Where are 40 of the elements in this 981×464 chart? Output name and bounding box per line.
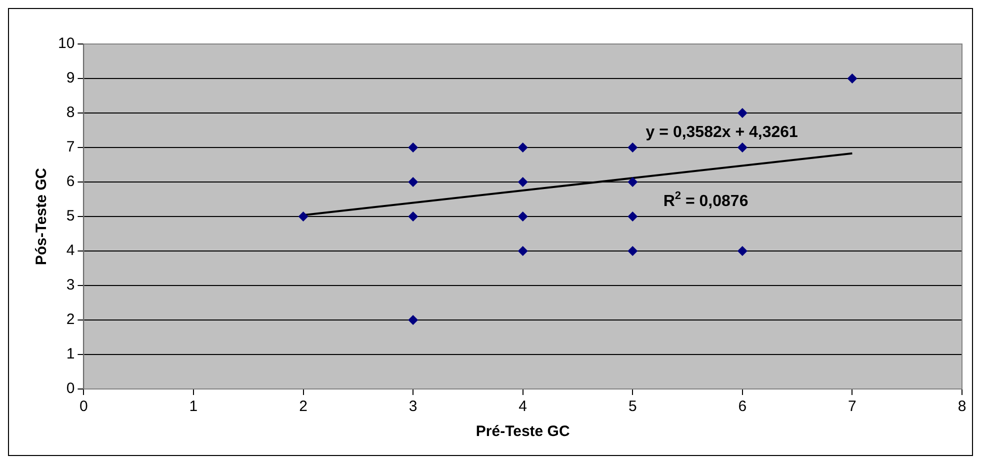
- y-tick-label: 9: [66, 70, 75, 87]
- point: [737, 246, 748, 256]
- x-tick-label: 1: [189, 398, 198, 416]
- x-tick-label: 5: [628, 398, 637, 416]
- point: [737, 142, 748, 152]
- y-tick-label: 0: [66, 380, 75, 398]
- y-tick-label: 6: [66, 173, 75, 190]
- point: [408, 142, 418, 152]
- x-tick-label: 2: [299, 398, 308, 416]
- annotation: y = 0,3582x + 4,3261: [646, 124, 798, 142]
- point: [628, 246, 638, 256]
- y-tick-label: 2: [66, 311, 75, 328]
- x-tick-label: 0: [80, 398, 88, 416]
- x-tick-label: 6: [738, 398, 747, 416]
- y-axis-title: Pós-Teste GC: [33, 168, 50, 266]
- point: [518, 177, 528, 187]
- x-axis-title: Pré-Teste GC: [476, 423, 570, 440]
- y-tick-label: 4: [66, 242, 75, 260]
- y-tick-label: 10: [58, 35, 75, 52]
- y-tick-label: 1: [66, 346, 75, 363]
- point: [408, 177, 418, 187]
- x-tick-label: 4: [518, 398, 528, 416]
- point: [518, 212, 528, 222]
- x-tick-label: 7: [848, 398, 856, 416]
- point: [628, 177, 638, 187]
- point: [628, 212, 638, 222]
- x-tick-label: 3: [408, 398, 418, 416]
- point: [847, 74, 858, 84]
- y-tick-label: 7: [66, 138, 75, 156]
- point: [408, 212, 418, 222]
- y-tick-label: 8: [66, 104, 75, 122]
- y-tick-label: 5: [66, 208, 75, 225]
- y-tick-label: 3: [66, 276, 75, 294]
- point: [408, 315, 418, 325]
- point: [518, 246, 528, 256]
- x-tick-label: 8: [958, 398, 966, 416]
- point: [298, 212, 308, 222]
- point: [628, 142, 638, 152]
- point: [518, 142, 528, 152]
- point: [737, 108, 748, 118]
